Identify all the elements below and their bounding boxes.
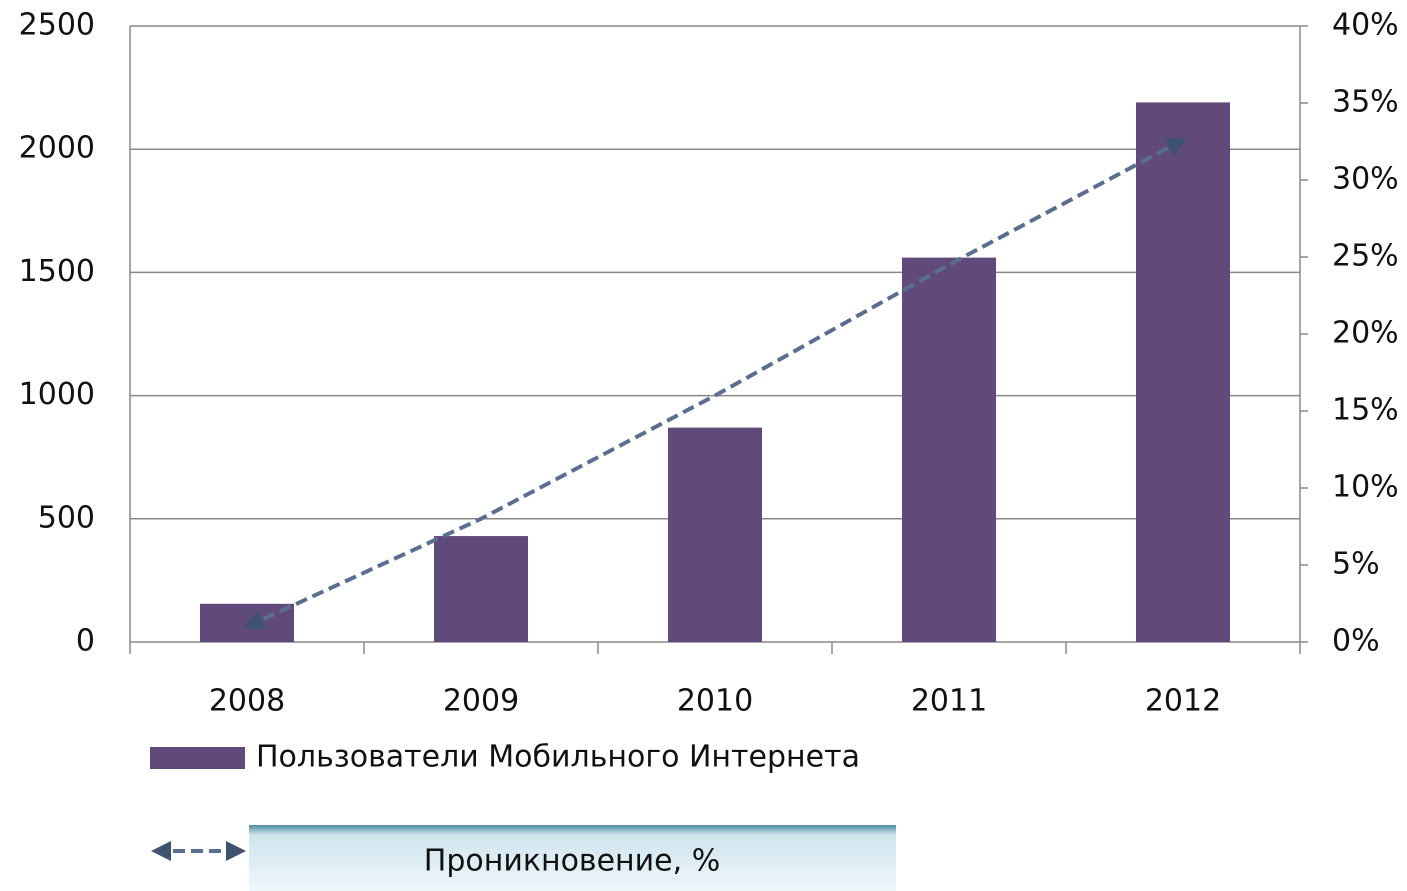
y-tick-label: 500 xyxy=(38,500,95,535)
bar xyxy=(434,536,528,642)
x-tick-label: 2010 xyxy=(677,684,753,719)
bar xyxy=(1136,102,1230,642)
x-tick-label: 2012 xyxy=(1145,684,1221,719)
x-tick-label: 2011 xyxy=(911,684,987,719)
bar xyxy=(668,427,762,642)
y2-tick-label: 35% xyxy=(1332,85,1399,120)
x-tick-label: 2008 xyxy=(209,684,285,719)
y-tick-label: 1000 xyxy=(19,377,95,412)
y-tick-label: 1500 xyxy=(19,254,95,289)
y-tick-label: 2500 xyxy=(19,8,95,43)
legend-box xyxy=(249,825,896,891)
y2-tick-label: 25% xyxy=(1332,239,1399,274)
y2-tick-label: 20% xyxy=(1332,316,1399,351)
y2-tick-label: 0% xyxy=(1332,624,1380,659)
y2-tick-label: 40% xyxy=(1332,8,1399,43)
bar xyxy=(902,257,996,642)
y2-tick-label: 30% xyxy=(1332,162,1399,197)
penetration-line xyxy=(243,138,1187,629)
y2-tick-label: 5% xyxy=(1332,547,1380,582)
y2-tick-label: 10% xyxy=(1332,470,1399,505)
x-tick-label: 2009 xyxy=(443,684,519,719)
legend-label: Пользователи Мобильного Интернета xyxy=(256,740,860,775)
y-tick-label: 0 xyxy=(76,624,95,659)
legend-label: Проникновение, % xyxy=(424,844,720,879)
y2-tick-label: 15% xyxy=(1332,393,1399,428)
y-tick-label: 2000 xyxy=(19,131,95,166)
legend-swatch xyxy=(150,747,245,769)
